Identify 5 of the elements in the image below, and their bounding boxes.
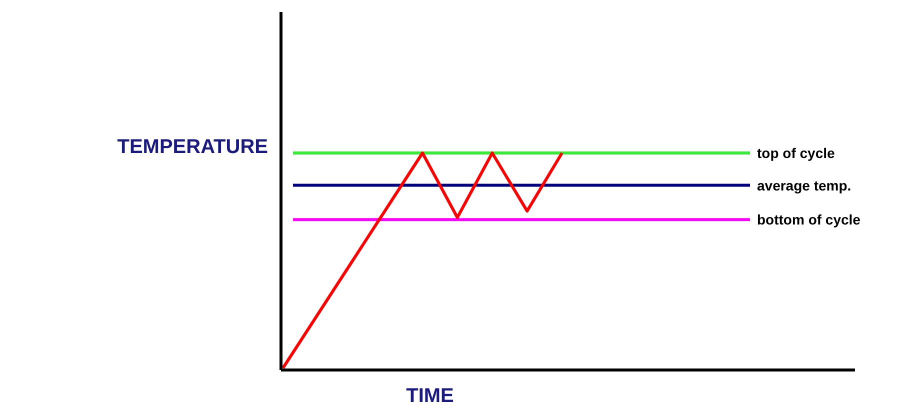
- ref-line-label: bottom of cycle: [757, 212, 861, 228]
- y-axis-title: TEMPERATURE: [117, 136, 268, 158]
- ref-line-label: average temp.: [757, 177, 852, 194]
- ref-line-label: top of cycle: [757, 145, 836, 161]
- x-axis-title: TIME: [406, 385, 454, 407]
